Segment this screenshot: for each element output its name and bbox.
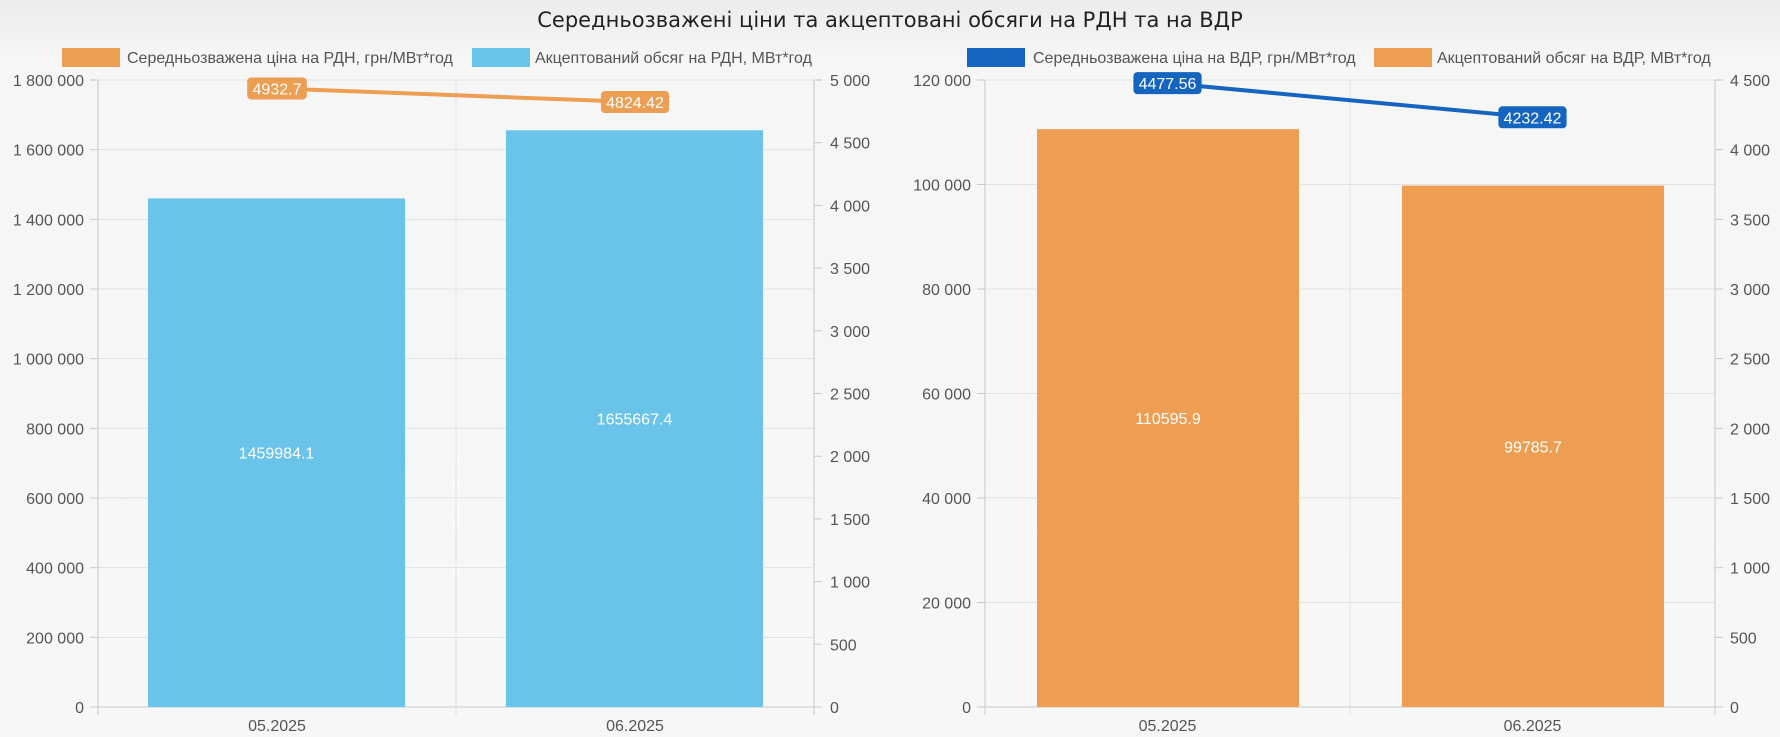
legend-swatch	[472, 48, 530, 67]
y-left-tick-label: 0	[962, 700, 971, 717]
y-right-tick-label: 3 500	[830, 261, 870, 278]
y-left-tick-label: 400 000	[26, 561, 84, 578]
y-left-tick-label: 80 000	[922, 282, 971, 299]
x-tick-label: 06.2025	[1504, 718, 1562, 735]
bar-value-label: 1655667.4	[597, 412, 673, 429]
legend-label: Акцептований обсяг на ВДР, МВт*год	[1437, 50, 1711, 67]
y-right-tick-label: 4 500	[1730, 73, 1770, 90]
bar	[506, 130, 763, 707]
legend-swatch	[62, 48, 120, 67]
y-left-tick-label: 120 000	[913, 73, 971, 90]
data-point-badge	[1498, 106, 1567, 129]
series-line	[1165, 81, 1535, 120]
y-right-tick-label: 500	[1730, 630, 1757, 647]
y-left-tick-label: 60 000	[922, 387, 971, 404]
legend-swatch	[967, 48, 1025, 67]
legend-label: Акцептований обсяг на РДН, МВт*год	[535, 50, 813, 67]
y-left-tick-label: 100 000	[913, 178, 971, 195]
bar	[1037, 129, 1299, 708]
data-point-label: 4932.7	[253, 81, 302, 98]
data-point-label: 4824.42	[606, 95, 664, 112]
data-point-badge	[1133, 72, 1202, 95]
y-right-tick-label: 3 500	[1730, 212, 1770, 229]
y-right-tick-label: 3 000	[830, 324, 870, 341]
y-left-tick-label: 200 000	[26, 630, 84, 647]
y-right-tick-label: 1 000	[1730, 561, 1770, 578]
x-tick-label: 06.2025	[606, 718, 664, 735]
y-left-tick-label: 20 000	[922, 596, 971, 613]
bar-value-label: 1459984.1	[239, 446, 315, 463]
y-right-tick-label: 2 500	[830, 387, 870, 404]
y-left-tick-label: 1 000 000	[13, 352, 84, 369]
series-line	[275, 86, 637, 105]
chart-rdn: Середньозважена ціна на РДН, грн/МВт*год…	[13, 48, 870, 735]
chart-vdr: Середньозважена ціна на ВДР, грн/МВт*год…	[913, 48, 1770, 735]
y-right-tick-label: 4 500	[830, 136, 870, 153]
page-title: Середньозважені ціни та акцептовані обся…	[537, 8, 1243, 32]
y-left-tick-label: 600 000	[26, 491, 84, 508]
y-left-tick-label: 0	[75, 700, 84, 717]
y-right-tick-label: 5 000	[830, 73, 870, 90]
y-right-tick-label: 2 500	[1730, 352, 1770, 369]
data-point-badge	[247, 77, 307, 100]
bar	[148, 198, 405, 707]
y-right-tick-label: 3 000	[1730, 282, 1770, 299]
y-right-tick-label: 0	[830, 700, 839, 717]
y-left-tick-label: 1 200 000	[13, 282, 84, 299]
y-left-tick-label: 800 000	[26, 421, 84, 438]
y-right-tick-label: 2 000	[830, 449, 870, 466]
data-point-badge	[600, 91, 670, 114]
bar-value-label: 110595.9	[1135, 411, 1201, 428]
y-right-tick-label: 1 000	[830, 575, 870, 592]
y-right-tick-label: 4 000	[1730, 143, 1770, 160]
y-left-tick-label: 1 800 000	[13, 73, 84, 90]
y-left-tick-label: 1 400 000	[13, 212, 84, 229]
y-right-tick-label: 0	[1730, 700, 1739, 717]
data-point-label: 4477.56	[1139, 76, 1197, 93]
y-right-tick-label: 500	[830, 637, 857, 654]
x-tick-label: 05.2025	[248, 718, 306, 735]
y-left-tick-label: 40 000	[922, 491, 971, 508]
y-right-tick-label: 2 000	[1730, 421, 1770, 438]
y-right-tick-label: 4 000	[830, 198, 870, 215]
x-tick-label: 05.2025	[1139, 718, 1197, 735]
y-right-tick-label: 1 500	[1730, 491, 1770, 508]
data-point-label: 4232.42	[1504, 110, 1562, 127]
bar-value-label: 99785.7	[1504, 439, 1562, 456]
y-left-tick-label: 1 600 000	[13, 143, 84, 160]
legend-swatch	[1374, 48, 1432, 67]
legend-label: Середньозважена ціна на РДН, грн/МВт*год	[127, 50, 453, 67]
y-right-tick-label: 1 500	[830, 512, 870, 529]
bar	[1402, 185, 1664, 707]
legend-label: Середньозважена ціна на ВДР, грн/МВт*год	[1033, 50, 1356, 67]
